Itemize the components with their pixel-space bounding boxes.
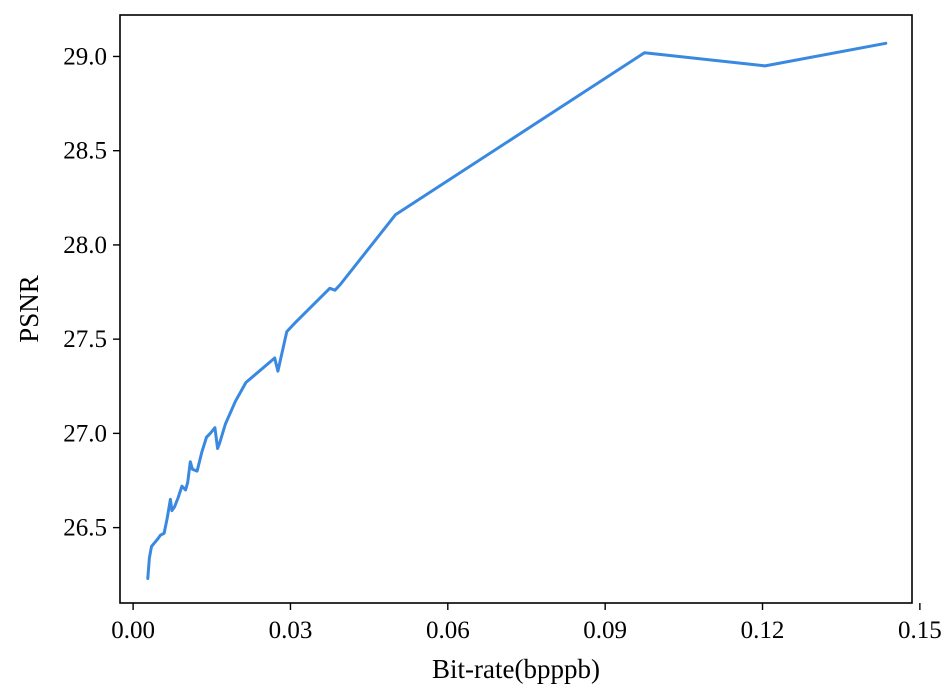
y-tick-label: 28.0 [63,232,107,259]
y-tick-label: 27.5 [63,326,107,353]
x-tick-label: 0.06 [426,617,470,644]
y-tick-label: 28.5 [63,138,107,165]
plot-frame [119,14,913,604]
x-tick-label: 0.15 [898,617,942,644]
x-tick-label: 0.09 [583,617,627,644]
x-axis: 0.00 0.03 0.06 0.09 0.12 0.15 [111,603,942,644]
x-tick-label: 0.03 [269,617,313,644]
x-axis-title: Bit-rate(bpppb) [432,654,600,684]
x-tick-label: 0.12 [741,617,785,644]
series-line [146,41,888,580]
y-tick-label: 29.0 [63,43,107,70]
y-axis-title: PSNR [14,275,44,343]
y-tick-label: 27.0 [63,420,107,447]
y-tick-label: 26.5 [63,515,107,542]
y-axis: 26.5 27.0 27.5 28.0 28.5 29.0 [63,43,120,542]
plot-area [146,41,888,580]
x-tick-label: 0.00 [111,617,155,644]
